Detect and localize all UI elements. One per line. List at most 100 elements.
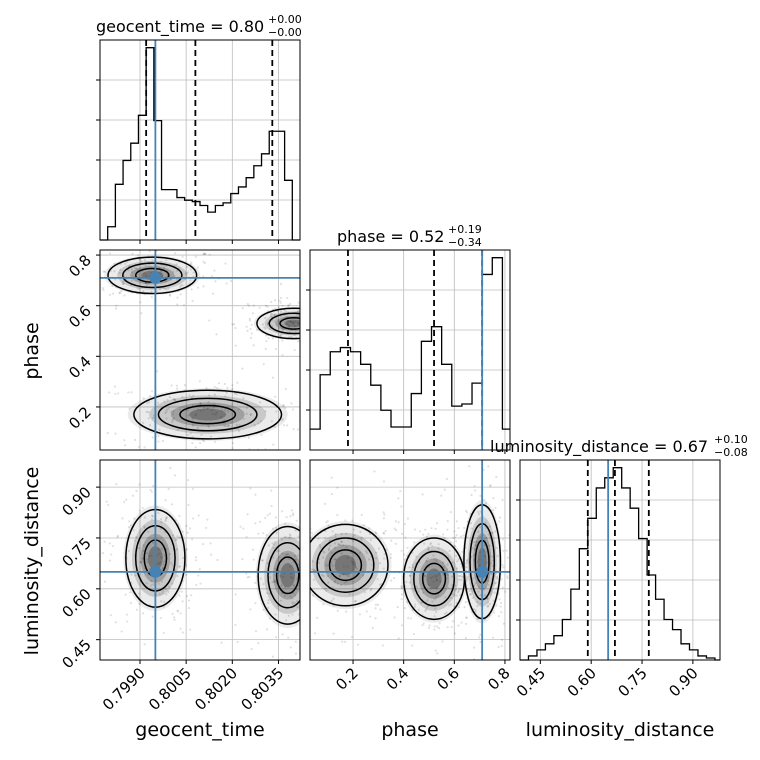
sample-point [288, 536, 291, 539]
sample-point [400, 586, 403, 589]
sample-point [329, 317, 331, 319]
sample-point [204, 252, 207, 255]
sample-point [75, 286, 77, 288]
sample-point [418, 530, 422, 533]
sample-point [186, 271, 189, 274]
sample-point [344, 640, 347, 643]
sample-point [128, 264, 131, 268]
sample-point [355, 567, 359, 571]
sample-point [140, 312, 143, 315]
sample-point [266, 562, 269, 565]
sample-point [160, 521, 163, 524]
sample-point [400, 584, 403, 588]
sample-point [320, 573, 324, 577]
sample-point [110, 243, 112, 245]
x-axis-label-geocent-time: geocent_time [135, 719, 264, 741]
sample-point [445, 477, 448, 481]
sample-point [246, 576, 249, 579]
sample-point [453, 632, 456, 635]
sample-point [96, 603, 98, 605]
sample-point [374, 617, 377, 620]
sample-point [135, 267, 138, 270]
sample-point [169, 294, 172, 297]
sample-point [167, 487, 170, 491]
sample-point [252, 558, 255, 561]
sample-point [272, 543, 276, 546]
sample-point [424, 574, 427, 577]
sample-point [137, 445, 141, 448]
sample-point [490, 590, 493, 593]
sample-point [285, 516, 288, 519]
truth-point [476, 565, 489, 578]
sample-point [241, 367, 244, 370]
sample-point [274, 307, 277, 310]
sample-point [281, 552, 284, 555]
sample-point [181, 284, 184, 287]
sample-point [330, 492, 333, 496]
sample-point [433, 628, 436, 631]
sample-point [203, 406, 206, 409]
sample-point [158, 562, 161, 565]
sample-point [466, 558, 469, 561]
sample-point [179, 536, 182, 539]
sample-point [322, 574, 325, 578]
sample-point [323, 551, 326, 554]
sample-point [268, 617, 272, 620]
sample-point [499, 601, 503, 604]
sample-point [272, 556, 275, 559]
sample-point [382, 567, 385, 570]
sample-point [334, 580, 337, 583]
sample-point [296, 321, 299, 324]
sample-point [328, 322, 330, 324]
sample-point [493, 582, 496, 585]
sample-point [319, 342, 321, 344]
sample-point [284, 553, 288, 556]
sample-point [320, 296, 322, 298]
sample-point [304, 313, 306, 315]
sample-point [126, 620, 129, 623]
sample-point [255, 328, 259, 331]
sample-point [173, 474, 177, 477]
sample-point [147, 417, 151, 420]
sample-point [334, 535, 337, 538]
sample-point [282, 575, 285, 579]
sample-point [327, 547, 330, 550]
sample-point [279, 574, 282, 577]
density-shade [284, 319, 300, 328]
sample-point [216, 387, 219, 390]
sample-point [281, 328, 284, 331]
sample-point [188, 394, 191, 397]
sample-point [477, 510, 480, 514]
sample-point [431, 545, 434, 548]
title-geocent-time-upper: +0.00 [268, 13, 302, 26]
sample-point [427, 545, 430, 549]
sample-point [311, 617, 313, 619]
sample-point [213, 393, 216, 396]
sample-point [486, 605, 489, 608]
sample-point [326, 519, 329, 523]
sample-point [165, 288, 168, 291]
sample-point [320, 340, 322, 342]
sample-point [172, 417, 175, 420]
sample-point [230, 426, 233, 429]
sample-point [310, 568, 313, 571]
sample-point [203, 261, 206, 265]
sample-point [173, 618, 176, 621]
sample-point [336, 341, 338, 343]
sample-point [482, 468, 485, 472]
sample-point [248, 319, 252, 322]
sample-point [159, 527, 162, 530]
sample-point [397, 637, 400, 640]
sample-point [142, 421, 145, 424]
sample-point [231, 441, 234, 445]
sample-point [123, 439, 126, 442]
sample-point [172, 397, 175, 401]
sample-point [268, 512, 271, 515]
sample-point [279, 575, 282, 578]
sample-point [382, 511, 385, 514]
sample-point [157, 440, 160, 443]
sample-point [108, 252, 112, 255]
sample-point [270, 313, 273, 316]
sample-point [215, 333, 218, 336]
sample-point [408, 574, 412, 577]
